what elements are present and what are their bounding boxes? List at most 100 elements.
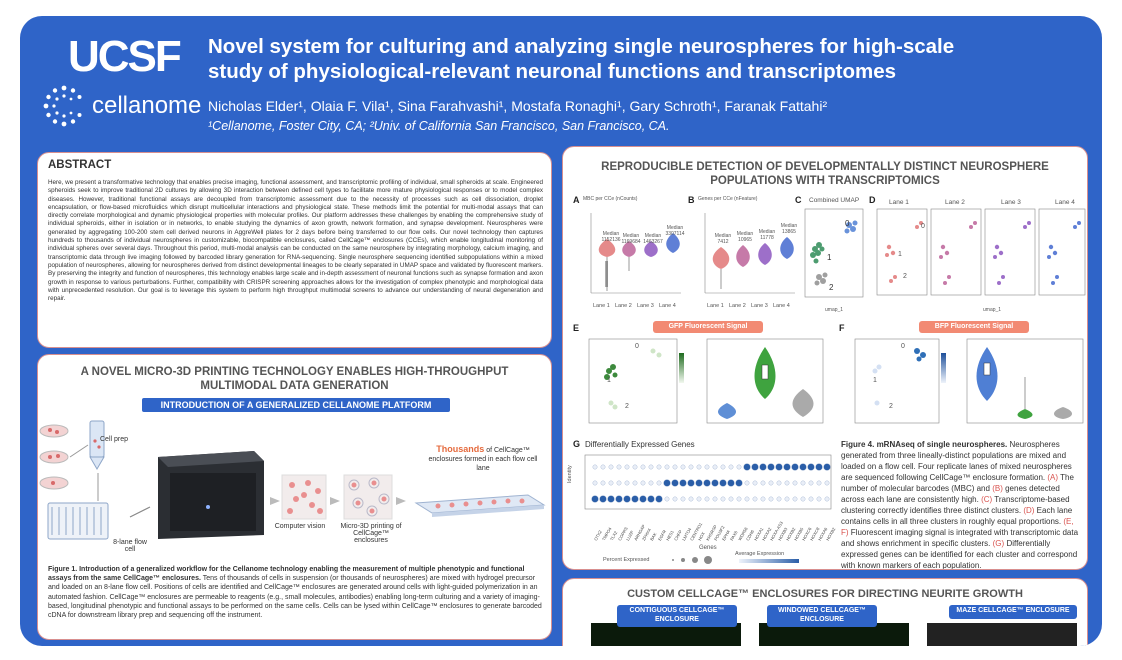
d-umap-x: umap_1 xyxy=(983,307,1002,313)
dot-plot-point xyxy=(768,496,774,502)
f-cluster-2: 2 xyxy=(889,403,893,410)
dot-plot-point xyxy=(712,496,718,502)
dot-plot-point xyxy=(784,496,790,502)
dot-plot-point xyxy=(599,495,607,503)
dot-plot-point xyxy=(616,480,622,486)
dot-plot-point xyxy=(695,479,703,487)
a-median-1: Median 1152136 xyxy=(601,231,621,243)
dot-plot-point xyxy=(672,496,678,502)
cell-prep-label: Cell prep xyxy=(100,436,129,443)
dot-plot-point xyxy=(623,495,631,503)
custom-enclosures-panel: CUSTOM CELLCAGE™ ENCLOSURES FOR DIRECTIN… xyxy=(562,578,1088,646)
panel-a-title: MBC per CCe (nCounts) xyxy=(583,196,638,202)
panel-e-letter: E xyxy=(573,323,580,333)
violin-b-lane1 xyxy=(712,247,730,289)
flow-cell-icon xyxy=(47,502,109,540)
dot-plot-point xyxy=(616,464,622,470)
bfp-violin-1 xyxy=(1017,377,1033,419)
c-cluster-0: 0 xyxy=(845,219,850,228)
maze-label: MAZE CELLCAGE™ ENCLOSURE xyxy=(949,605,1077,619)
average-expression-gradient xyxy=(739,559,799,563)
dot-plot-point xyxy=(608,464,614,470)
micro-heading: A NOVEL MICRO-3D PRINTING TECHNOLOGY ENA… xyxy=(38,365,551,393)
micro-printing-panel: A NOVEL MICRO-3D PRINTING TECHNOLOGY ENA… xyxy=(37,354,552,640)
dot-plot-point xyxy=(639,495,647,503)
e-cluster-1: 1 xyxy=(607,377,611,384)
panel-c-letter: C xyxy=(795,195,802,205)
panel-a-violins xyxy=(590,213,681,294)
g-title: Differentially Expressed Genes xyxy=(585,440,695,449)
dot-plot-point xyxy=(647,495,655,503)
fig4-caption-5: Each lane contains cells in all three cl… xyxy=(841,506,1073,526)
dot-plot-point xyxy=(792,496,798,502)
dot-plot-point xyxy=(783,463,791,471)
dot-plot xyxy=(584,454,832,510)
dot-plot-point xyxy=(816,480,822,486)
percent-legend-dots xyxy=(672,556,712,564)
d-cluster-2: 2 xyxy=(903,273,907,280)
micro-printing-icon xyxy=(343,474,393,520)
fig4-cap-g: (G) xyxy=(992,539,1005,548)
dot-plot-point xyxy=(815,463,823,471)
dot-plot-point xyxy=(712,464,718,470)
dot-plot-point xyxy=(648,480,654,486)
dot-plot-point xyxy=(704,464,710,470)
bfp-violin-0 xyxy=(976,347,998,401)
dot-plot-point xyxy=(591,495,599,503)
b-lane-3: Lane 3 xyxy=(751,303,768,309)
a-lane-2: Lane 2 xyxy=(615,303,632,309)
d-lane-3-title: Lane 3 xyxy=(1001,199,1021,206)
panel-d-letter: D xyxy=(869,195,876,205)
cellanome-dots-icon xyxy=(43,85,82,127)
dot-plot-point xyxy=(640,464,646,470)
b-lane-1: Lane 1 xyxy=(707,303,724,309)
lane-3-umap xyxy=(984,208,1036,296)
panel-a-letter: A xyxy=(573,195,580,205)
b-median-1: Median 7412 xyxy=(714,233,732,245)
dot-plot-point xyxy=(607,495,615,503)
thousands-rest: of CellCage™ enclosures formed in each f… xyxy=(428,447,538,472)
d-cluster-1: 1 xyxy=(898,251,902,258)
fig4-caption-bold: Figure 4. mRNAseq of single neurospheres… xyxy=(841,440,1008,449)
dot-plot-point xyxy=(640,480,646,486)
workflow-bar: INTRODUCTION OF A GENERALIZED CELLANOME … xyxy=(142,398,450,424)
d-lane-2-title: Lane 2 xyxy=(945,199,965,206)
dot-plot-point xyxy=(768,480,774,486)
panel-f-letter: F xyxy=(839,323,845,333)
gfp-violin-0 xyxy=(718,403,736,419)
dot-plot-point xyxy=(743,463,751,471)
gene-axis-labels: OTX2 TMPO4 TLX2 COPRS LUZP ARHGAP ZFHX4 BAK EGFR… xyxy=(581,519,836,543)
dot-plot-point xyxy=(632,480,638,486)
dot-plot-point xyxy=(592,464,598,470)
dot-plot-point xyxy=(728,464,734,470)
dot-plot-point xyxy=(760,496,766,502)
dot-plot-point xyxy=(824,496,830,502)
petri-dish-icon xyxy=(39,424,69,490)
dot-plot-point xyxy=(784,480,790,486)
dot-plot-point xyxy=(728,496,734,502)
e-cluster-2: 2 xyxy=(625,403,629,410)
b-median-2: Median 10965 xyxy=(736,231,754,243)
dot-plot-point xyxy=(808,480,814,486)
dot-plot-point xyxy=(680,496,686,502)
dot-plot-point xyxy=(719,479,727,487)
gene-label: BAK xyxy=(649,531,658,542)
gfp-signal-label: GFP Fluorescent Signal xyxy=(653,321,763,333)
tube-icon xyxy=(89,420,105,470)
dot-plot-point xyxy=(664,496,670,502)
dot-plot-point xyxy=(720,496,726,502)
dot-plot-point xyxy=(656,464,662,470)
dot-plot-point xyxy=(824,480,830,486)
dot-plot-point xyxy=(688,464,694,470)
dot-plot-point xyxy=(663,479,671,487)
dot-plot-point xyxy=(703,479,711,487)
fig4-cap-b: (B) xyxy=(992,484,1003,493)
cellanome-logo: cellanome xyxy=(42,84,201,128)
dot-plot-point xyxy=(615,495,623,503)
repro-heading: REPRODUCIBLE DETECTION OF DEVELOPMENTALL… xyxy=(563,160,1087,188)
dot-plot-point xyxy=(808,496,814,502)
custom-heading: CUSTOM CELLCAGE™ ENCLOSURES FOR DIRECTIN… xyxy=(627,588,1023,600)
flow-cell-label: 8-lane flow cell xyxy=(113,539,147,553)
gfp-other-points xyxy=(608,348,662,410)
fig4-caption-3: genes detected across each lane are cons… xyxy=(841,484,1060,504)
